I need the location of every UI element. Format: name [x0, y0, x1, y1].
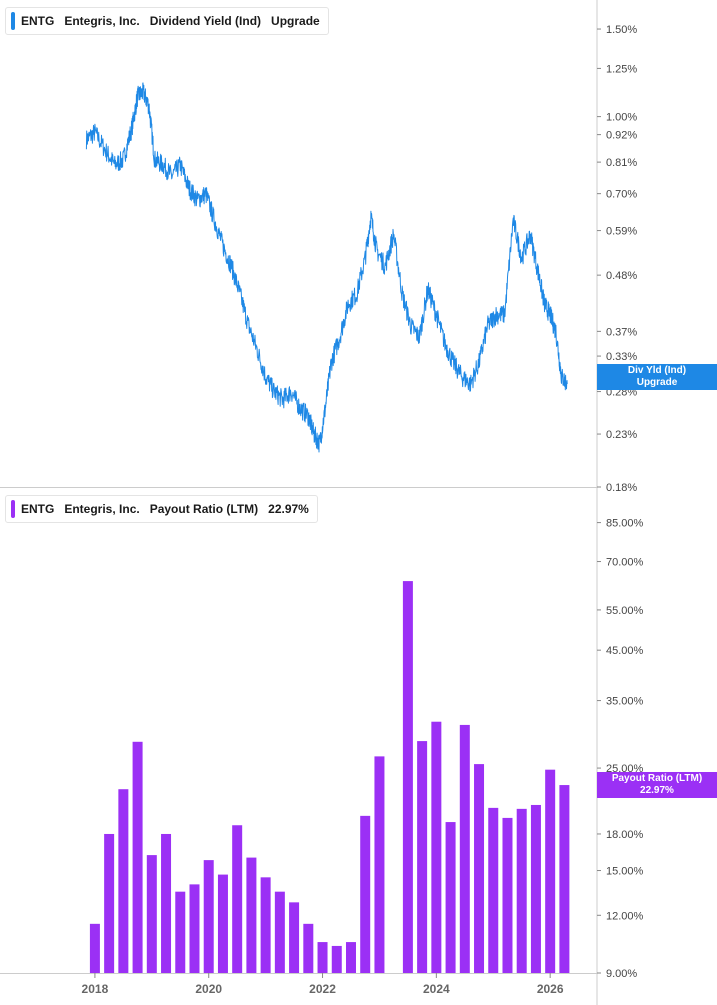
top-y-tick-label: 0.18% — [606, 482, 637, 494]
bottom-y-tick-label: 35.00% — [606, 696, 644, 708]
payout-bar[interactable] — [274, 891, 285, 973]
bottom-y-tick-label: 85.00% — [606, 518, 644, 530]
bottom-legend-metric: Payout Ratio (LTM) — [149, 502, 259, 516]
x-tick-label: 2026 — [537, 982, 564, 996]
payout-bar[interactable] — [104, 833, 115, 973]
top-legend-value[interactable]: Upgrade — [271, 14, 320, 28]
payout-bar[interactable] — [502, 817, 513, 973]
payout-bar[interactable] — [303, 923, 314, 973]
top-y-tick-label: 0.37% — [606, 326, 637, 338]
payout-bar[interactable] — [559, 785, 570, 973]
payout-bar[interactable] — [132, 741, 143, 973]
payout-bar[interactable] — [545, 769, 556, 973]
payout-value-tag: Payout Ratio (LTM) 22.97% — [597, 772, 717, 798]
payout-bar[interactable] — [146, 855, 157, 973]
payout-series-swatch — [11, 500, 15, 518]
x-tick-label: 2020 — [195, 982, 222, 996]
top-legend-ticker: ENTG — [21, 14, 55, 28]
top-y-tick-label: 1.50% — [606, 24, 637, 36]
bottom-legend-value: 22.97% — [268, 502, 309, 516]
top-y-tick-label: 0.59% — [606, 226, 637, 238]
payout-bar[interactable] — [203, 860, 214, 973]
bottom-y-tick-label: 15.00% — [606, 866, 644, 878]
payout-bar[interactable] — [474, 764, 485, 973]
bottom-y-tick-label: 70.00% — [606, 557, 644, 569]
bottom-legend: ENTG Entegris, Inc. Payout Ratio (LTM) 2… — [5, 495, 318, 523]
bottom-y-tick-label: 18.00% — [606, 829, 644, 841]
top-y-tick-label: 0.81% — [606, 157, 637, 169]
x-tick-label: 2018 — [82, 982, 109, 996]
x-tick-label: 2022 — [309, 982, 336, 996]
dividend-yield-line[interactable] — [85, 82, 568, 453]
top-y-tick-label: 1.00% — [606, 112, 637, 124]
yield-tag-label: Div Yld (Ind) — [627, 365, 687, 376]
yield-value-tag[interactable]: Div Yld (Ind) Upgrade — [597, 364, 717, 390]
top-legend-company: Entegris, Inc. — [64, 14, 140, 28]
payout-bar[interactable] — [530, 804, 541, 973]
payout-tag-value: 22.97% — [640, 785, 674, 796]
payout-bar[interactable] — [118, 789, 129, 973]
payout-bar[interactable] — [360, 815, 371, 973]
bottom-y-tick-label: 9.00% — [606, 968, 637, 980]
payout-bar[interactable] — [175, 891, 186, 973]
payout-bar[interactable] — [445, 822, 456, 973]
payout-bar[interactable] — [417, 741, 428, 973]
top-y-tick-label: 0.48% — [606, 270, 637, 282]
top-y-tick-label: 0.23% — [606, 429, 637, 441]
payout-bar[interactable] — [161, 833, 172, 973]
bottom-y-tick-label: 55.00% — [606, 605, 644, 617]
top-legend-metric: Dividend Yield (Ind) — [149, 14, 262, 28]
payout-tag-label: Payout Ratio (LTM) — [611, 773, 703, 784]
payout-bar[interactable] — [289, 902, 300, 973]
payout-bar[interactable] — [246, 857, 257, 973]
payout-bar[interactable] — [89, 923, 100, 973]
top-y-tick-label: 0.33% — [606, 351, 637, 363]
payout-bar[interactable] — [516, 808, 527, 973]
payout-bar[interactable] — [374, 756, 385, 973]
payout-bar[interactable] — [402, 581, 413, 973]
payout-bar[interactable] — [189, 884, 200, 973]
payout-bar[interactable] — [217, 874, 228, 973]
payout-bar[interactable] — [459, 724, 470, 973]
bottom-y-tick-label: 45.00% — [606, 645, 644, 657]
payout-bar[interactable] — [232, 825, 243, 973]
payout-bar[interactable] — [331, 945, 342, 973]
payout-bar[interactable] — [317, 942, 328, 973]
yield-tag-value: Upgrade — [636, 377, 678, 388]
top-y-tick-label: 0.70% — [606, 189, 637, 201]
payout-bar[interactable] — [431, 721, 442, 973]
bottom-legend-company: Entegris, Inc. — [64, 502, 140, 516]
top-y-tick-label: 0.92% — [606, 130, 637, 142]
top-legend: ENTG Entegris, Inc. Dividend Yield (Ind)… — [5, 7, 329, 35]
payout-bar[interactable] — [345, 942, 356, 973]
payout-bar[interactable] — [488, 807, 499, 973]
bottom-legend-ticker: ENTG — [21, 502, 55, 516]
x-tick-label: 2024 — [423, 982, 450, 996]
yield-series-swatch — [11, 12, 15, 30]
bottom-y-tick-label: 12.00% — [606, 910, 644, 922]
top-y-tick-label: 1.25% — [606, 63, 637, 75]
payout-bar[interactable] — [260, 877, 271, 973]
